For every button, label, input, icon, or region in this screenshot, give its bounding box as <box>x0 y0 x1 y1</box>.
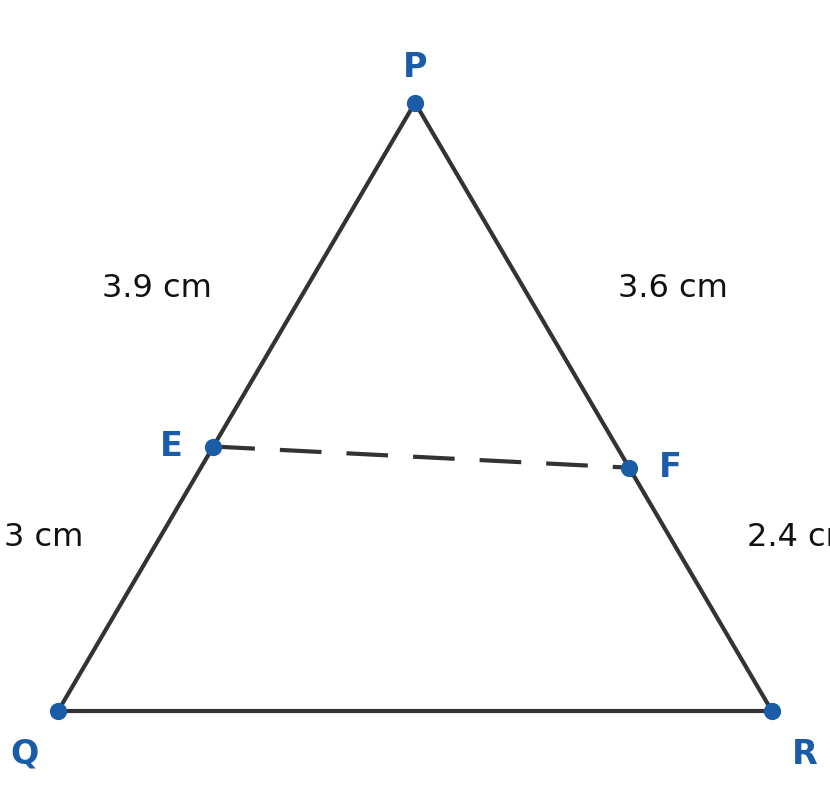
Text: Q: Q <box>11 738 39 771</box>
Text: 2.4 cm: 2.4 cm <box>747 521 830 553</box>
Text: F: F <box>659 451 682 484</box>
Text: 3.6 cm: 3.6 cm <box>618 273 728 304</box>
Text: E: E <box>160 430 183 463</box>
Point <box>408 96 422 109</box>
Point <box>207 440 220 453</box>
Point <box>622 461 636 474</box>
Text: P: P <box>403 51 427 84</box>
Point <box>765 705 779 717</box>
Text: 3 cm: 3 cm <box>3 521 83 553</box>
Text: R: R <box>792 738 818 771</box>
Text: 3.9 cm: 3.9 cm <box>102 273 212 304</box>
Point <box>51 705 65 717</box>
